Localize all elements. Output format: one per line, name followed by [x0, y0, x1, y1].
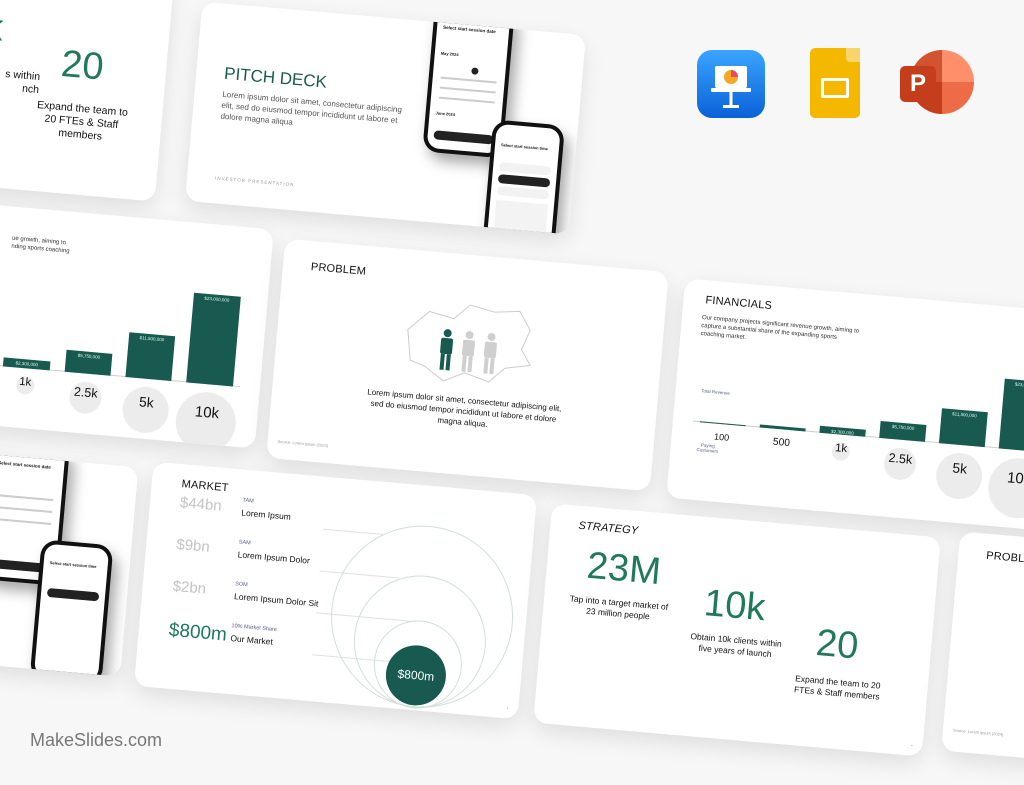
calendar-selected-day[interactable] [471, 67, 479, 75]
market-tag: 10% Market Share [231, 623, 278, 634]
bar-value-label: $23,000,000 [1014, 381, 1024, 389]
time-slot[interactable] [498, 162, 552, 176]
stat-caption: Obtain 10k clients within five years of … [690, 630, 783, 660]
pitch-deck-footer: INVESTOR PRESENTATION [214, 175, 295, 188]
slide-market[interactable]: MARKET $44bn TAM Lorem Ipsum $9bn SAM Lo… [133, 461, 538, 720]
google-slides-icon [810, 48, 860, 118]
problem-source: Source: Lorem ipsum (2024) [277, 438, 329, 449]
phone-mockup: Select start session time [480, 119, 566, 235]
market-tag: SOM [234, 581, 248, 589]
phone-heading: Select start session date [0, 460, 52, 470]
bar-value-label: $2,300,000 [831, 428, 854, 436]
phone-empty-area [490, 199, 549, 235]
bar-value-label: $1,150,000 [770, 426, 794, 434]
customer-count-label: 1k [834, 442, 848, 456]
revenue-bar [700, 420, 746, 427]
revenue-bar: $2,300,000 [3, 357, 51, 371]
revenue-bar: $11,500,000 [939, 408, 988, 448]
market-tag: SAM [238, 539, 251, 547]
revenue-bar: $1,150,000 [759, 423, 806, 434]
bar-value-label: $5,750,000 [891, 423, 915, 431]
bar-value-label: $2,300,000 [15, 360, 39, 368]
market-connector-line [323, 528, 384, 535]
market-tag: TAM [242, 497, 254, 505]
customer-bubble [985, 455, 1024, 521]
bar-value-label: $5,750,000 [77, 352, 101, 360]
revenue-bar: $5,750,000 [879, 420, 927, 442]
revenue-bar: $5,750,000 [64, 349, 113, 376]
market-label: Lorem Ipsum Dolor Sit [233, 591, 319, 609]
revenue-bar: $11,500,000 [125, 332, 176, 382]
keynote-icon [697, 50, 765, 118]
slide-strategy-partial[interactable]: k s within nch 20 Expand the team to 20 … [0, 0, 174, 202]
market-value: $44bn [179, 494, 223, 515]
phone-heading: Select start session time [500, 142, 549, 152]
pitch-deck-body: Lorem ipsum dolor sit amet, consectetur … [220, 89, 403, 127]
market-value: $2bn [172, 577, 207, 598]
people-icon [439, 329, 497, 375]
stat-caption: s within nch [4, 68, 41, 97]
stat-value: k [0, 6, 5, 50]
stat-caption: Expand the team to 20 FTEs & Staff membe… [36, 98, 129, 143]
phone-month: May 2024 [440, 50, 459, 58]
customer-count-label: 2.5k [887, 450, 913, 467]
slide-problem[interactable]: PROBLEM Lorem ipsum dolor sit amet, cons… [266, 238, 669, 492]
market-value: $800m [167, 619, 228, 646]
time-slot[interactable] [496, 186, 550, 200]
legend-paying-customers: Paying Customers [696, 442, 719, 454]
revenue-bar: $2,300,000 [819, 425, 866, 437]
time-slot-selected[interactable] [46, 587, 100, 602]
customer-count-label: 2.5k [73, 384, 99, 401]
financials-chart: 100 $1,150,000 500 $2,300,000 1k $5,750,000 2.… [692, 352, 1024, 521]
stat-value: 20 [59, 42, 106, 89]
powerpoint-icon: P [900, 50, 974, 118]
stat-caption: Expand the team to 20 FTEs & Staff membe… [793, 673, 881, 702]
stat-value: 23M [585, 544, 663, 594]
market-label: Our Market [230, 633, 274, 647]
problem-source: Source: Lorem ipsum (2024) [952, 727, 1004, 737]
bar-value-label: $11,500,000 [139, 335, 165, 343]
phone-next-button[interactable] [433, 130, 494, 145]
time-slot-selected[interactable] [497, 174, 551, 188]
phone-mockup: Select start session time [29, 539, 114, 677]
market-label: Lorem Ipsum [241, 507, 292, 522]
phone-month: June 2024 [435, 110, 456, 118]
financials-chart: $2,300,000 1k $5,750,000 2.5k $11,500,000 5k $… [0, 276, 248, 449]
problem-title: PROBLEM [310, 261, 367, 278]
financials-title: FINANCIALS [704, 294, 773, 313]
stat-value: 20 [814, 622, 861, 668]
stat-value: 10k [702, 582, 768, 630]
financials-body: Our company projects significant revenue… [700, 315, 860, 341]
strategy-title: STRATEGY [577, 519, 639, 538]
customer-count-label: 500 [772, 436, 791, 450]
slide-app-partial[interactable]: Select start session date Select start s… [0, 433, 139, 677]
slide-financials[interactable]: FINANCIALS Our company projects signific… [666, 278, 1024, 532]
slide-problem-partial[interactable]: PROBLEM Source: Lorem ipsum (2024) [941, 531, 1024, 785]
pitch-deck-title: PITCH DECK [223, 63, 328, 92]
page-number: • [911, 742, 913, 748]
phone-heading: Select start session time [49, 560, 97, 570]
phone-heading: Select start session date [442, 24, 496, 35]
watermark: MakeSlides.com [30, 730, 163, 750]
problem-title: PROBLEM [985, 549, 1024, 567]
our-market-circle-value: $800m [397, 666, 435, 684]
market-label: Lorem Ipsum Dolor [237, 549, 311, 566]
market-title: MARKET [181, 478, 230, 495]
slide-pitch-deck[interactable]: PITCH DECK Lorem ipsum dolor sit amet, c… [185, 1, 586, 235]
bar-value-label: $11,500,000 [951, 411, 978, 419]
financials-body: ue growth, aiming to nding sports coachi… [11, 235, 70, 255]
revenue-bar: $23,000,000 [186, 292, 241, 387]
slide-strategy[interactable]: STRATEGY 23M Tap into a target market of… [533, 503, 941, 757]
bar-value-label: $23,000,000 [204, 295, 230, 303]
map-outline-illustration [407, 304, 531, 383]
market-value: $9bn [175, 535, 211, 556]
customer-count-label: 1k [18, 375, 32, 389]
page-number: • [506, 705, 509, 711]
slide-financials-partial[interactable]: ue growth, aiming to nding sports coachi… [0, 195, 274, 449]
revenue-bar: $23,000,000 [998, 378, 1024, 453]
stat-caption: Tap into a target market of 23 million p… [569, 593, 669, 622]
